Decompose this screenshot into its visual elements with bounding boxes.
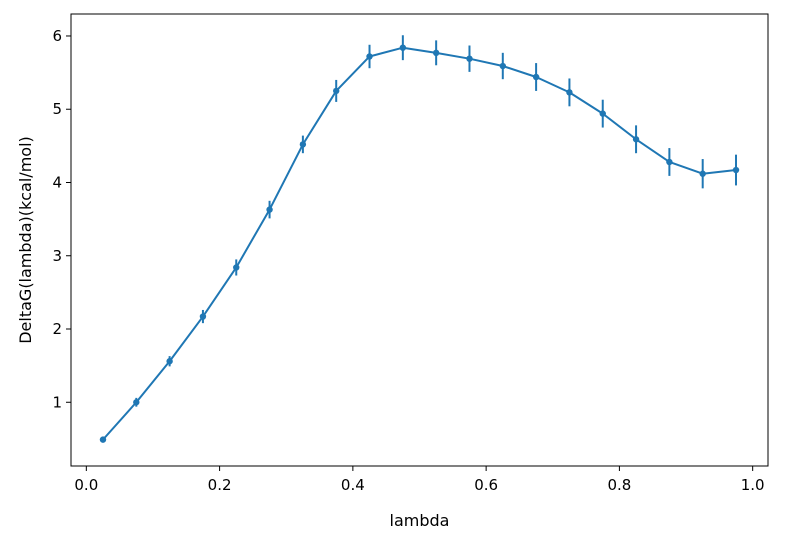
data-point — [99, 436, 107, 443]
y-axis-label: DeltaG(lambda)(kcal/mol) — [16, 136, 35, 344]
data-point — [532, 73, 540, 81]
y-tick-label: 3 — [52, 247, 62, 265]
data-point — [566, 89, 573, 96]
x-tick-label: 1.0 — [741, 476, 765, 494]
data-point — [266, 206, 273, 213]
x-tick-label: 0.6 — [474, 476, 498, 494]
series-line — [102, 46, 737, 441]
y-tick-label: 4 — [52, 173, 62, 191]
plot-area — [99, 35, 740, 443]
x-tick-label: 0.4 — [341, 476, 365, 494]
y-tick-label: 5 — [52, 100, 62, 118]
data-point — [432, 49, 440, 57]
data-point — [399, 44, 407, 51]
data-point — [166, 358, 173, 365]
data-point — [699, 170, 706, 177]
y-tick-label: 6 — [52, 27, 62, 45]
data-point — [599, 110, 606, 117]
data-point — [732, 166, 740, 174]
data-point — [299, 141, 307, 148]
x-tick-label: 0.2 — [208, 476, 232, 494]
data-point — [333, 87, 340, 95]
data-point — [233, 264, 240, 271]
y-tick-label: 1 — [52, 393, 62, 411]
data-point — [133, 399, 140, 406]
x-tick-label: 0.8 — [607, 476, 631, 494]
data-point — [666, 158, 673, 166]
data-point — [632, 136, 640, 143]
axis-ticks: 0.0 0.2 0.4 0.6 0.8 1.0 1 2 3 4 5 6 — [52, 27, 764, 494]
data-point — [466, 55, 473, 62]
data-point — [499, 62, 506, 70]
data-point — [366, 53, 373, 60]
y-tick-label: 2 — [52, 320, 62, 338]
plot-frame — [70, 13, 769, 467]
x-tick-label: 0.0 — [74, 476, 98, 494]
x-axis-label: lambda — [390, 511, 450, 530]
data-point — [199, 313, 207, 320]
